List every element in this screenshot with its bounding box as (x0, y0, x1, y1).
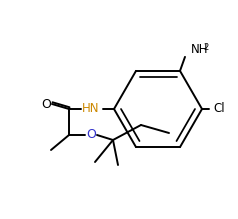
Text: 2: 2 (203, 43, 208, 52)
Text: HN: HN (82, 102, 100, 115)
Text: O: O (86, 129, 96, 141)
Text: Cl: Cl (213, 102, 225, 115)
Text: O: O (41, 97, 51, 111)
Text: NH: NH (191, 43, 208, 57)
